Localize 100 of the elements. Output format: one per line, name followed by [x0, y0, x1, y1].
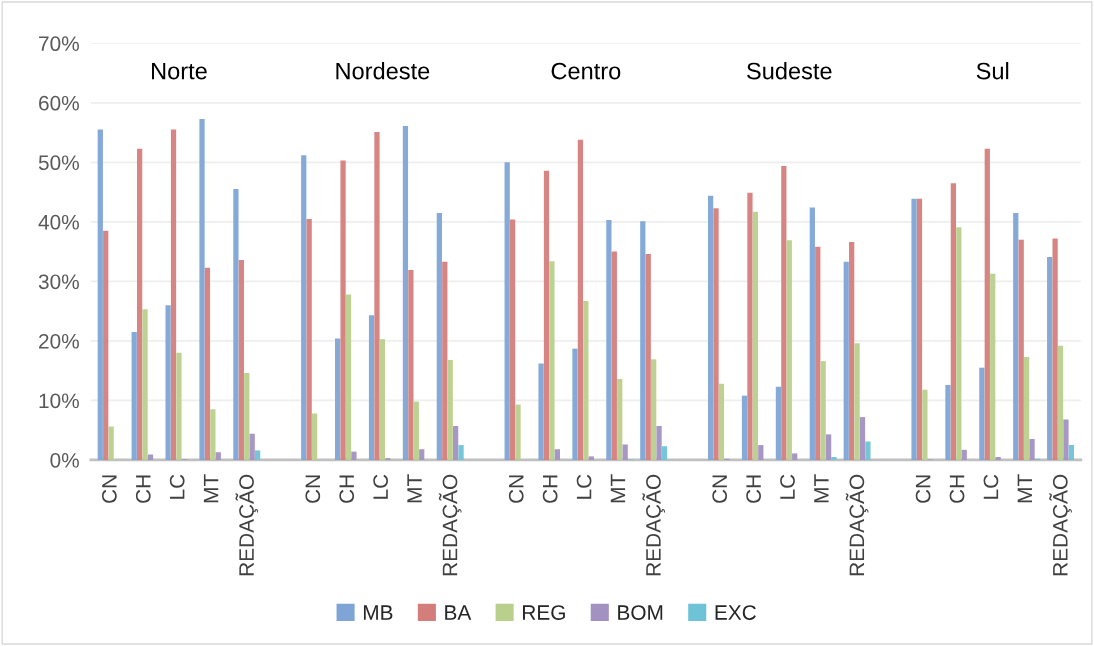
bar: [713, 208, 719, 460]
bar: [97, 129, 103, 460]
bar: [950, 183, 957, 460]
y-tick-label: 60%: [39, 95, 79, 111]
bar: [1029, 439, 1035, 460]
bar: [995, 456, 1001, 460]
y-tick-label: 0%: [50, 452, 79, 468]
annotation: Sudeste: [747, 62, 832, 80]
y-tick-label: 10%: [39, 393, 79, 409]
x-tick-label: MT: [814, 474, 829, 503]
bar: [408, 270, 414, 460]
bar: [758, 445, 764, 460]
x-tick-label: LC: [169, 474, 185, 499]
bar: [301, 155, 307, 460]
bar: [238, 259, 244, 460]
bar: [843, 261, 849, 460]
bar: [752, 211, 758, 460]
x-tick-label: MT: [610, 474, 626, 503]
bar: [583, 301, 589, 460]
legend-label: REG: [523, 605, 565, 620]
annotation: Sul: [976, 62, 1009, 80]
bar: [956, 227, 962, 460]
bar: [210, 409, 216, 460]
bar: [374, 131, 380, 460]
bar: [538, 363, 544, 460]
bar: [340, 160, 346, 460]
bar: [165, 305, 171, 460]
x-tick-label: REDAÇÃO: [1049, 474, 1072, 576]
x-tick-label: REDAÇÃO: [642, 474, 665, 576]
x-tick-label: REDAÇÃO: [845, 474, 869, 576]
x-tick-label: REDAÇÃO: [235, 474, 259, 576]
bar: [1023, 356, 1030, 460]
bar: [622, 444, 628, 460]
bar: [707, 195, 714, 460]
bar: [961, 449, 967, 460]
bar: [854, 343, 860, 460]
bar: [1063, 419, 1069, 460]
bar: [984, 148, 990, 460]
bar: [661, 446, 668, 460]
x-tick-label: CN: [915, 475, 931, 503]
bar: [651, 359, 657, 460]
bar: [311, 413, 318, 460]
bar: [572, 348, 578, 460]
x-tick-label: CH: [135, 475, 151, 503]
bar: [233, 189, 239, 460]
x-tick-label: CH: [746, 475, 761, 503]
bar: [351, 451, 357, 460]
bar: [244, 373, 250, 460]
x-tick-label: CN: [508, 475, 524, 503]
y-tick-label: 70%: [39, 36, 79, 52]
bar: [1047, 256, 1053, 460]
x-tick-label: REDAÇÃO: [438, 474, 462, 576]
bar: [447, 359, 453, 460]
bar: [849, 242, 855, 460]
bar: [611, 251, 617, 460]
annotation: Nordeste: [336, 62, 430, 80]
x-tick-label: LC: [983, 474, 999, 499]
bar: [815, 246, 821, 460]
bar: [215, 452, 221, 460]
legend-label: BOM: [618, 605, 663, 620]
y-tick-label: 30%: [38, 274, 79, 290]
x-tick-label: LC: [576, 474, 592, 499]
bar: [577, 139, 584, 460]
bar: [640, 221, 646, 460]
x-tick-label: CH: [339, 475, 355, 503]
bar: [916, 198, 923, 460]
bar: [865, 441, 871, 460]
bar: [306, 218, 312, 460]
x-tick-label: LC: [780, 474, 795, 499]
y-tick-label: 20%: [39, 333, 79, 349]
y-tick-label: 50%: [38, 155, 79, 171]
bar: [442, 261, 448, 460]
bar: [549, 261, 555, 460]
annotation: Norte: [152, 62, 207, 80]
x-tick-label: CN: [712, 475, 728, 503]
x-tick-label: MT: [1017, 474, 1033, 503]
bar: [990, 273, 996, 460]
annotation: Centro: [551, 62, 621, 80]
bar: [199, 118, 205, 460]
y-tick-label: 40%: [38, 214, 79, 230]
x-tick-label: MT: [407, 474, 422, 503]
bar: [142, 309, 148, 460]
bar: [453, 426, 459, 460]
bar: [859, 417, 866, 460]
bar: [504, 162, 510, 460]
bar: [204, 267, 211, 460]
x-tick-label: CH: [949, 475, 965, 503]
x-tick-label: CN: [101, 475, 117, 503]
bar: [108, 426, 114, 460]
legend-label: BA: [445, 605, 472, 620]
bar: [1018, 239, 1024, 460]
x-tick-label: CH: [542, 475, 558, 503]
bar: [543, 170, 550, 460]
bar: [792, 453, 798, 460]
bar: [413, 401, 419, 460]
bar: [979, 367, 985, 460]
bar: [831, 456, 837, 460]
bar: [820, 361, 826, 460]
bar: [825, 434, 832, 460]
bar: [379, 339, 386, 460]
